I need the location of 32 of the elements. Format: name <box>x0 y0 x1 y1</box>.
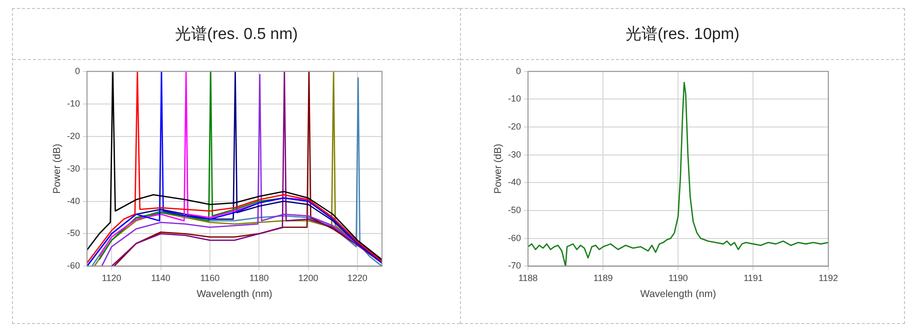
x-tick-label: 1192 <box>818 273 838 284</box>
x-tick-label: 1160 <box>200 273 220 284</box>
y-tick-label: -30 <box>508 149 522 160</box>
y-tick-label: 0 <box>516 66 522 76</box>
x-axis-title: Wavelength (nm) <box>640 288 716 300</box>
x-axis-title: Wavelength (nm) <box>196 288 272 300</box>
x-tick-label: 1189 <box>593 273 613 284</box>
chart-title: 光谱(res. 0.5 nm) <box>13 9 460 60</box>
chart-title: 光谱(res. 10pm) <box>461 9 904 60</box>
y-tick-label: -20 <box>508 122 522 132</box>
y-tick-label: -50 <box>66 228 80 238</box>
y-tick-label: -10 <box>66 98 80 108</box>
y-tick-label: 0 <box>74 66 80 76</box>
y-tick-label: -60 <box>66 260 80 271</box>
x-tick-label: 1200 <box>298 273 318 284</box>
x-tick-label: 1188 <box>518 273 538 284</box>
x-tick-label: 1191 <box>744 273 763 284</box>
y-tick-label: -70 <box>508 260 522 271</box>
y-tick-label: -30 <box>66 163 80 174</box>
y-tick-label: -10 <box>508 94 522 104</box>
x-tick-label: 1220 <box>347 273 368 284</box>
y-tick-label: -40 <box>508 177 522 188</box>
y-axis-title: Power (dB) <box>52 144 63 194</box>
x-tick-label: 1120 <box>102 273 122 284</box>
y-tick-label: -20 <box>66 130 80 141</box>
x-tick-label: 1180 <box>249 273 269 284</box>
y-tick-label: -60 <box>508 232 522 243</box>
x-tick-label: 1140 <box>151 273 170 284</box>
y-tick-label: -40 <box>66 196 80 206</box>
x-tick-label: 1190 <box>668 273 688 284</box>
y-axis-title: Power (dB) <box>492 144 504 194</box>
y-tick-label: -50 <box>508 205 522 216</box>
